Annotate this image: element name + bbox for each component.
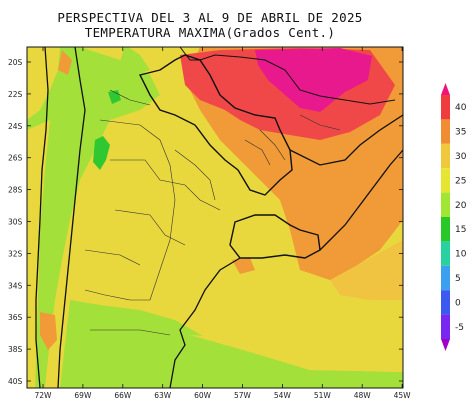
longitude-axis: 72W 69W 66W 63W 60W 57W 54W 51W 48W 45W (35, 47, 412, 400)
dark-green-spot-2 (108, 90, 121, 104)
colorbar-segment (441, 217, 450, 242)
colorbar-segment (441, 241, 450, 266)
colorbar-bottom-arrow (441, 339, 450, 351)
lon-label: 57W (234, 391, 252, 400)
lat-label: 38S (8, 345, 23, 354)
colorbar-label: 30 (455, 152, 467, 162)
lon-label: 63W (154, 391, 172, 400)
map-boundaries (35, 46, 404, 389)
map-title: PERSPECTIVA DEL 3 AL 9 DE ABRIL DE 2025 (57, 10, 363, 25)
green-field-south (60, 300, 403, 388)
chile-coast (35, 46, 49, 389)
map-fields (27, 47, 403, 388)
map-frame (26, 46, 404, 389)
map-subtitle: TEMPERATURA MAXIMA(Grados Cent.) (84, 25, 336, 40)
colorbar-segment (441, 314, 450, 339)
colorbar-top-arrow (441, 83, 450, 95)
lon-label: 69W (74, 391, 92, 400)
lat-label: 32S (8, 249, 23, 258)
lat-label: 24S (8, 122, 23, 131)
colorbar-segment (441, 290, 450, 315)
colorbar-label: 15 (455, 225, 466, 235)
colorbar-segment (441, 168, 450, 193)
green-field-west (27, 47, 160, 388)
latitude-axis: 20S 22S 24S 26S 28S 30S 32S 34S 36S 38S 40S (8, 58, 403, 386)
colorbar-label: 40 (455, 103, 467, 113)
lat-label: 28S (8, 186, 23, 195)
orange-spot-north-coast (58, 50, 72, 75)
colorbar-label: 35 (455, 128, 466, 138)
colorbar: 40 35 30 25 20 15 10 5 0 -5 (441, 83, 467, 351)
brazil-coast-east (319, 149, 404, 251)
colorbar-label: -5 (455, 323, 464, 333)
yellow-orange-ocean (330, 240, 403, 300)
paraguay-border (138, 54, 293, 196)
dark-green-spot-1 (93, 136, 110, 170)
yellow-field-south-ocean (190, 320, 403, 372)
brazil-north-border (179, 46, 396, 105)
colorbar-segment (441, 119, 450, 144)
colorbar-label: 0 (455, 298, 461, 308)
orange-spot-chile (40, 312, 57, 350)
lon-label: 51W (314, 391, 332, 400)
lat-label: 36S (8, 313, 23, 322)
magenta-field-hot (255, 48, 372, 112)
lat-label: 34S (8, 281, 23, 290)
lon-label: 60W (194, 391, 212, 400)
colorbar-segment (441, 95, 450, 120)
colorbar-label: 20 (455, 201, 467, 211)
lat-label: 30S (8, 218, 23, 227)
lon-label: 66W (114, 391, 132, 400)
lat-label: 20S (8, 58, 23, 67)
lat-label: 22S (8, 90, 23, 99)
lon-label: 72W (35, 391, 53, 400)
colorbar-segment (441, 143, 450, 169)
provincial-borders (84, 89, 341, 336)
yellow-patch-pacific-north (27, 47, 60, 120)
lon-label: 54W (274, 391, 292, 400)
green-pocket-bolivia (120, 47, 150, 75)
lon-label: 45W (394, 391, 412, 400)
lon-label: 48W (354, 391, 372, 400)
argentina-atlantic-coast (169, 257, 241, 389)
colorbar-segment (441, 192, 450, 217)
colorbar-label: 25 (455, 176, 466, 186)
colorbar-segment (441, 265, 450, 291)
brazil-coast-south (289, 114, 404, 166)
lat-label: 26S (8, 154, 23, 163)
colorbar-label: 5 (455, 274, 461, 284)
lat-label: 40S (8, 377, 23, 386)
andes-border (57, 46, 86, 389)
orange-spot-pampas (232, 258, 255, 274)
colorbar-label: 10 (455, 250, 467, 260)
